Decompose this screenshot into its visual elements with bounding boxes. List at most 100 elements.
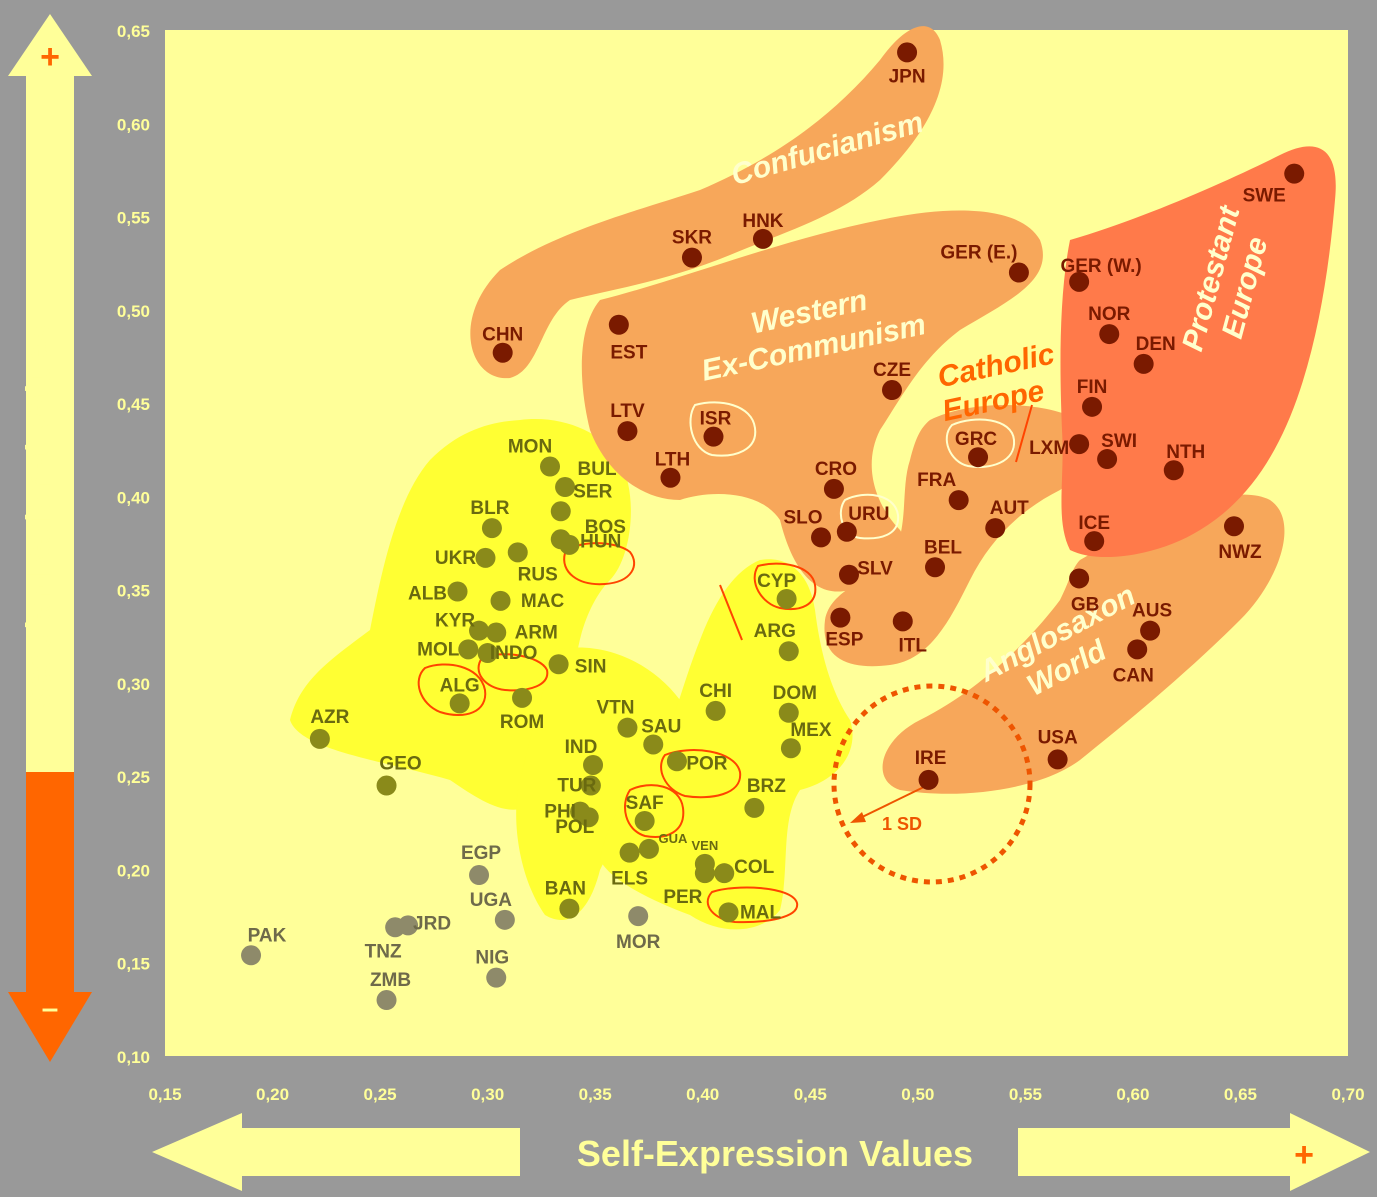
data-point-mor: [628, 906, 649, 927]
data-label-sin: SIN: [575, 656, 607, 677]
x-axis-title: Self-Expression Values: [577, 1133, 973, 1174]
data-label-fin: FIN: [1077, 377, 1108, 398]
data-label-ind: IND: [565, 737, 598, 758]
data-point-por: [666, 751, 687, 772]
outline-hun: [563, 542, 636, 586]
data-point-ice: [1084, 531, 1105, 552]
data-label-alg: ALG: [440, 675, 480, 696]
data-point-ger-e: [1008, 262, 1029, 283]
x-tick-label: 0,20: [256, 1085, 289, 1104]
sd-circle: [831, 683, 1033, 885]
region-confucianism: [470, 26, 944, 379]
data-label-slo: SLO: [783, 507, 822, 528]
data-label-nig: NIG: [475, 948, 509, 969]
data-point-brz: [744, 797, 765, 818]
x-tick-label: 0,60: [1116, 1085, 1149, 1104]
data-label-els: ELS: [611, 869, 648, 890]
data-point-lxm: [1069, 434, 1090, 455]
data-point-grc: [968, 447, 989, 468]
data-point-bul: [555, 477, 576, 498]
outline-mal: [706, 886, 799, 924]
data-label-arm: ARM: [515, 623, 558, 644]
data-point-mol: [458, 639, 479, 660]
data-point-isr: [703, 426, 724, 447]
data-label-skr: SKR: [672, 228, 712, 249]
data-point-cyp: [776, 588, 797, 609]
data-label-nth: NTH: [1166, 442, 1205, 463]
data-label-esp: ESP: [825, 630, 863, 651]
region-protestant-europe: [1060, 146, 1336, 558]
x-axis-arrow: Self-Expression Values +: [152, 1113, 1370, 1191]
outline-grc: [945, 418, 1016, 468]
data-label-est: EST: [610, 343, 647, 364]
data-point-uga: [494, 909, 515, 930]
data-point-itl: [892, 611, 913, 632]
region-western-excommunism: [581, 210, 1043, 592]
data-point-jpn: [897, 42, 918, 63]
data-label-mal: MAL: [740, 902, 782, 923]
outline-cyp: [753, 562, 817, 610]
data-point-tur: [580, 775, 601, 796]
data-label-rom: ROM: [500, 712, 544, 733]
outline-por: [660, 749, 742, 799]
data-point-ltv: [617, 421, 638, 442]
data-point-arm: [486, 622, 507, 643]
data-label-grc: GRC: [955, 429, 998, 450]
data-label-saf: SAF: [626, 793, 664, 814]
data-label-indo: INDO: [490, 643, 538, 664]
data-point-rom: [512, 687, 533, 708]
data-point-gua: [638, 838, 659, 859]
data-point-ind: [583, 754, 604, 775]
y-tick-labels: 0,65 0,60 0,55 0,50 0,45 0,40 0,35 0,30 0,25 0,20…: [117, 22, 150, 1067]
x-tick-label: 0,15: [148, 1085, 181, 1104]
data-label-ire: IRE: [915, 748, 947, 769]
data-label-bos: BOS: [585, 517, 626, 538]
y-tick-label: 0,55: [117, 209, 150, 228]
divider-line-catholic: [1015, 404, 1033, 463]
data-point-egp: [469, 865, 490, 886]
x-tick-labels: 0,15 0,20 0,25 0,30 0,35 0,40 0,45 0,50 0,55 0,60…: [148, 1085, 1364, 1104]
data-label-dom: DOM: [773, 683, 817, 704]
data-label-uru: URU: [848, 504, 889, 525]
data-point-sin: [548, 654, 569, 675]
data-point-nor: [1099, 324, 1120, 345]
data-point-fra: [948, 490, 969, 511]
data-label-gua: GUA: [659, 831, 689, 846]
data-label-cro: CRO: [815, 459, 857, 480]
y-tick-label: 0,60: [117, 115, 150, 134]
data-label-ice: ICE: [1078, 513, 1110, 534]
data-point-swe: [1284, 163, 1305, 184]
sd-annotation: 1 SD: [831, 683, 1033, 885]
data-point-aus: [1140, 620, 1161, 641]
data-point-saf: [634, 810, 655, 831]
data-point-col: [714, 863, 735, 884]
data-label-ban: BAN: [545, 879, 586, 900]
data-label-lxm: LXM: [1029, 438, 1069, 459]
data-point-chi: [705, 700, 726, 721]
data-point-hnk: [752, 228, 773, 249]
data-point-den: [1133, 353, 1154, 374]
data-label-hnk: HNK: [742, 211, 783, 232]
data-point-cro: [823, 478, 844, 499]
data-point-cze: [882, 380, 903, 401]
data-point-swi: [1097, 449, 1118, 470]
x-tick-label: 0,35: [579, 1085, 612, 1104]
region-anglosaxon-world: [882, 494, 1285, 794]
data-point-ire: [918, 769, 939, 790]
data-point-usa: [1047, 749, 1068, 770]
y-tick-label: 0,25: [117, 768, 150, 787]
data-point-esp: [830, 607, 851, 628]
data-label-aut: AUT: [990, 498, 1029, 519]
data-label-brz: BRZ: [747, 776, 786, 797]
data-label-bel: BEL: [924, 537, 962, 558]
data-label-mex: MEX: [790, 720, 832, 741]
data-label-aus: AUS: [1132, 601, 1172, 622]
data-label-nwz: NWZ: [1218, 542, 1262, 563]
data-point-alb: [447, 581, 468, 602]
sd-label: 1 SD: [882, 814, 922, 834]
y-arrow-up: [8, 14, 92, 772]
data-label-geo: GEO: [379, 754, 421, 775]
data-point-indo: [477, 643, 498, 664]
